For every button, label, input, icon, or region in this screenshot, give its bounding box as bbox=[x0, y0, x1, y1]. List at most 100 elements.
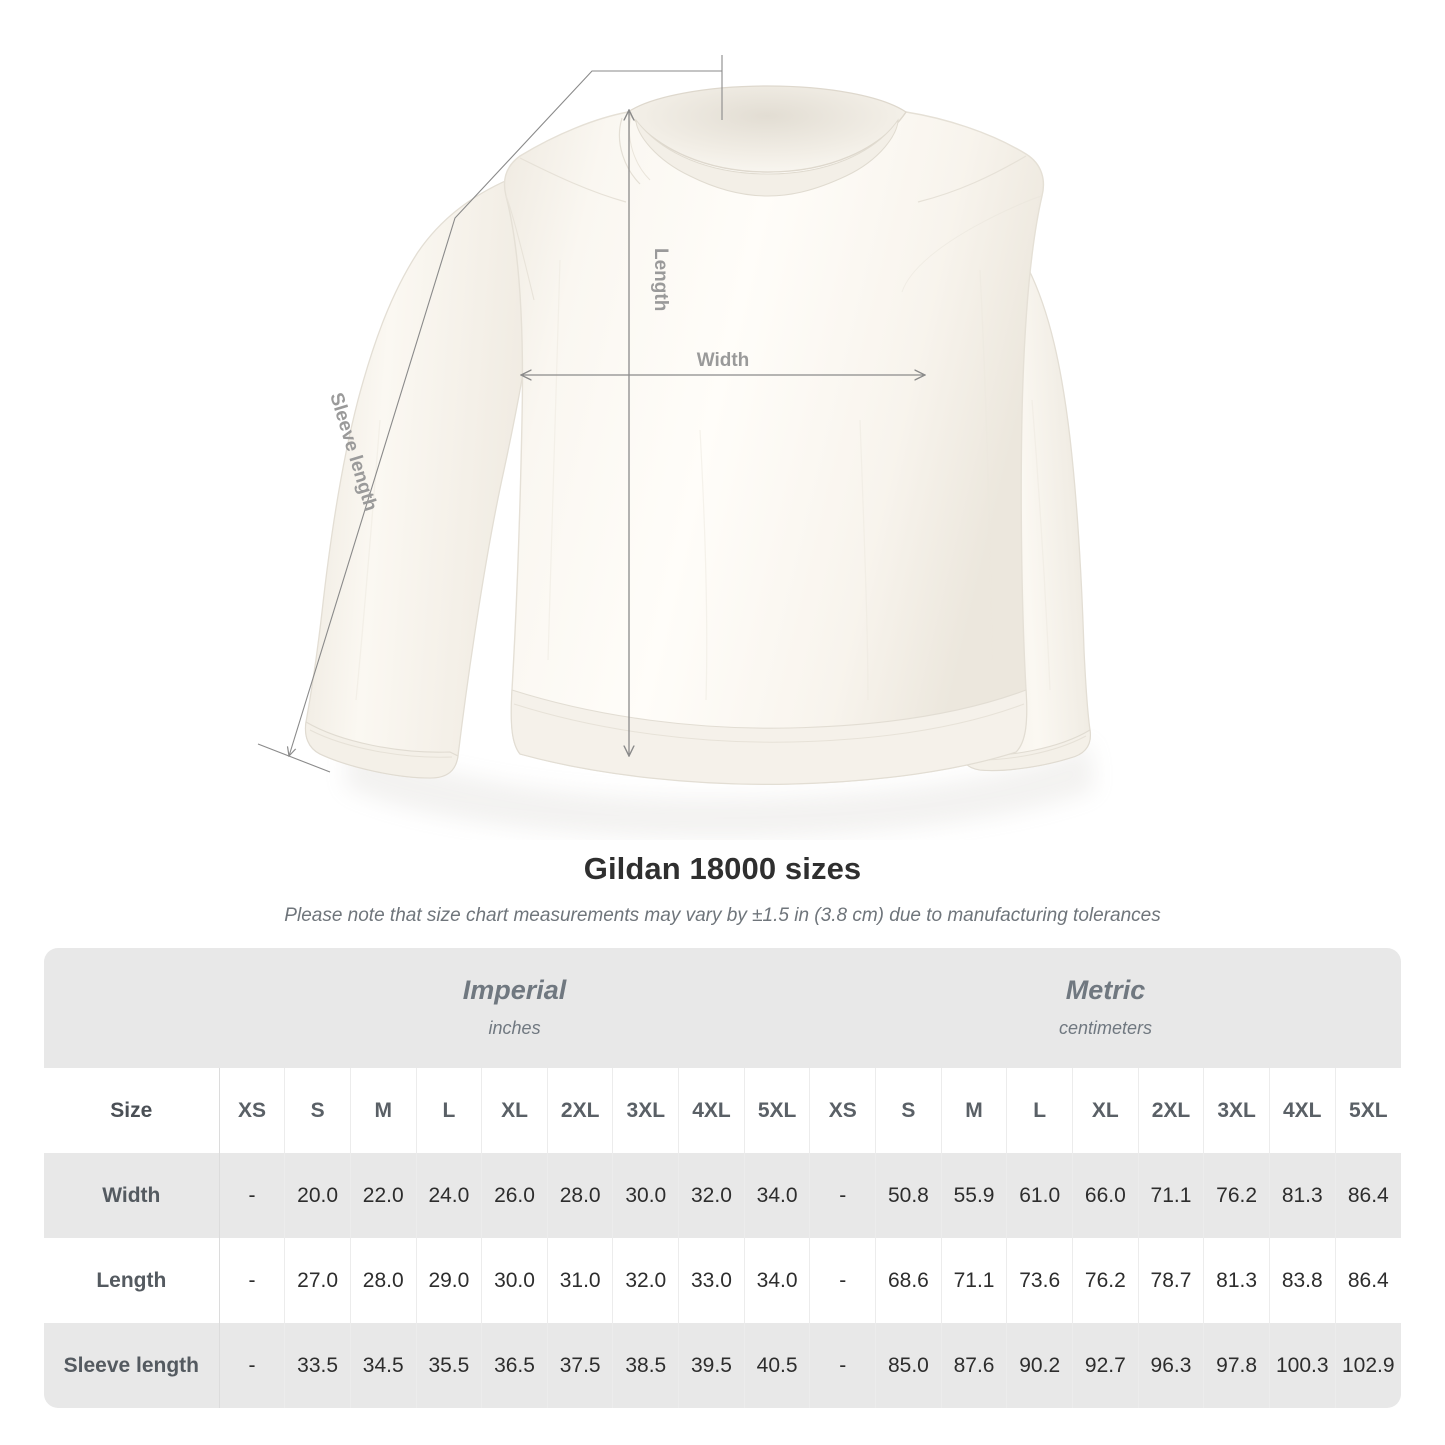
cell-width-imp-l: 24.0 bbox=[416, 1153, 483, 1238]
width-label: Width bbox=[697, 350, 750, 371]
cell-width-imp-xs: - bbox=[219, 1153, 286, 1238]
cell-sleeve-imp-l: 35.5 bbox=[416, 1323, 483, 1408]
cell-width-imp-2xl: 28.0 bbox=[547, 1153, 614, 1238]
cell-width-imp-3xl: 30.0 bbox=[612, 1153, 680, 1238]
unit-banner-row: Imperial inches Metric centimeters bbox=[44, 948, 1401, 1068]
row-label-sleeve-length: Sleeve length bbox=[44, 1323, 220, 1408]
cell-width-imp-5xl: 34.0 bbox=[744, 1153, 811, 1238]
cell-sleeve-imp-xl: 36.5 bbox=[481, 1323, 548, 1408]
cell-length-met-2xl: 78.7 bbox=[1138, 1238, 1205, 1323]
cell-width-imp-xl: 26.0 bbox=[481, 1153, 548, 1238]
cell-sleeve-met-xs: - bbox=[809, 1323, 877, 1408]
left-sleeve bbox=[304, 177, 535, 779]
cell-length-met-s: 68.6 bbox=[875, 1238, 942, 1323]
cell-width-met-xs: - bbox=[809, 1153, 877, 1238]
page-title: Gildan 18000 sizes bbox=[583, 851, 862, 886]
cell-sleeve-imp-4xl: 39.5 bbox=[678, 1323, 745, 1408]
cell-sleeve-met-s: 85.0 bbox=[875, 1323, 942, 1408]
sweatshirt-illustration: Length Width Sleeve length bbox=[257, 55, 1095, 838]
cell-length-met-3xl: 81.3 bbox=[1203, 1238, 1270, 1323]
table-row-width: Width - 20.0 22.0 24.0 26.0 28.0 30.0 32… bbox=[44, 1153, 1401, 1238]
cell-width-met-5xl: 86.4 bbox=[1335, 1153, 1401, 1238]
cell-sleeve-imp-3xl: 38.5 bbox=[612, 1323, 680, 1408]
cell-length-imp-2xl: 31.0 bbox=[547, 1238, 614, 1323]
header-cell-imp-5xl: 5XL bbox=[744, 1068, 811, 1153]
cell-width-met-4xl: 81.3 bbox=[1269, 1153, 1336, 1238]
left-cuff bbox=[304, 721, 459, 779]
unit-name-metric: Metric bbox=[1065, 975, 1146, 1005]
header-cell-imp-2xl: 2XL bbox=[547, 1068, 614, 1153]
cell-width-met-s: 50.8 bbox=[875, 1153, 942, 1238]
header-cell-met-xl: XL bbox=[1072, 1068, 1139, 1153]
row-label-width: Width bbox=[44, 1153, 220, 1238]
cell-width-met-2xl: 71.1 bbox=[1138, 1153, 1205, 1238]
header-cell-imp-3xl: 3XL bbox=[612, 1068, 680, 1153]
unit-group-metric: Metric centimeters bbox=[809, 948, 1401, 1068]
tolerance-note: Please note that size chart measurements… bbox=[284, 905, 1161, 926]
cell-sleeve-imp-xs: - bbox=[219, 1323, 286, 1408]
cell-length-imp-xs: - bbox=[219, 1238, 286, 1323]
cell-length-met-5xl: 86.4 bbox=[1335, 1238, 1401, 1323]
cell-width-met-3xl: 76.2 bbox=[1203, 1153, 1270, 1238]
cell-sleeve-imp-2xl: 37.5 bbox=[547, 1323, 614, 1408]
cell-length-imp-3xl: 32.0 bbox=[612, 1238, 680, 1323]
cell-length-met-m: 71.1 bbox=[941, 1238, 1008, 1323]
cell-sleeve-met-5xl: 102.9 bbox=[1335, 1323, 1401, 1408]
header-cell-imp-4xl: 4XL bbox=[678, 1068, 745, 1153]
cell-length-met-l: 73.6 bbox=[1006, 1238, 1074, 1323]
garment-body bbox=[503, 111, 1045, 785]
cell-length-met-4xl: 83.8 bbox=[1269, 1238, 1336, 1323]
header-cell-met-l: L bbox=[1006, 1068, 1074, 1153]
sleeve-bottom-tick bbox=[257, 743, 331, 773]
row-label-length: Length bbox=[44, 1238, 220, 1323]
cell-sleeve-met-m: 87.6 bbox=[941, 1323, 1008, 1408]
bottom-hem bbox=[510, 689, 1028, 785]
header-cell-met-3xl: 3XL bbox=[1203, 1068, 1270, 1153]
cell-sleeve-met-4xl: 100.3 bbox=[1269, 1323, 1336, 1408]
cell-sleeve-met-2xl: 96.3 bbox=[1138, 1323, 1205, 1408]
cell-length-met-xs: - bbox=[809, 1238, 877, 1323]
cell-length-met-xl: 76.2 bbox=[1072, 1238, 1139, 1323]
cell-length-imp-s: 27.0 bbox=[284, 1238, 351, 1323]
size-chart-table: Imperial inches Metric centimeters Size … bbox=[44, 948, 1401, 1408]
cell-sleeve-imp-5xl: 40.5 bbox=[744, 1323, 811, 1408]
garment-shadow bbox=[344, 740, 1095, 838]
header-cell-imp-s: S bbox=[284, 1068, 351, 1153]
table-row-sleeve-length: Sleeve length - 33.5 34.5 35.5 36.5 37.5… bbox=[44, 1323, 1401, 1408]
size-chart-table-wrap: Imperial inches Metric centimeters Size … bbox=[44, 948, 1401, 1408]
cell-width-met-m: 55.9 bbox=[941, 1153, 1008, 1238]
cell-width-imp-4xl: 32.0 bbox=[678, 1153, 745, 1238]
cell-width-met-xl: 66.0 bbox=[1072, 1153, 1139, 1238]
header-cell-met-2xl: 2XL bbox=[1138, 1068, 1205, 1153]
size-table-body: Imperial inches Metric centimeters Size … bbox=[44, 948, 1401, 1408]
sleeve-dimension-line bbox=[289, 70, 722, 756]
cell-length-imp-5xl: 34.0 bbox=[744, 1238, 811, 1323]
header-cell-met-m: M bbox=[941, 1068, 1008, 1153]
collar-rib bbox=[635, 118, 899, 197]
unit-sub-metric: centimeters bbox=[1058, 1018, 1152, 1038]
header-cell-imp-xs: XS bbox=[219, 1068, 286, 1153]
cell-sleeve-met-3xl: 97.8 bbox=[1203, 1323, 1270, 1408]
header-cell-met-4xl: 4XL bbox=[1269, 1068, 1336, 1153]
header-cell-met-xs: XS bbox=[809, 1068, 877, 1153]
cell-sleeve-imp-m: 34.5 bbox=[350, 1323, 417, 1408]
header-cell-met-5xl: 5XL bbox=[1335, 1068, 1401, 1153]
chart-title-block: Gildan 18000 sizes Please note that size… bbox=[0, 840, 1445, 929]
size-header-row: Size XS S M L XL 2XL 3XL 4XL 5XL XS S M … bbox=[44, 1068, 1401, 1153]
unit-sub-imperial: inches bbox=[488, 1018, 541, 1038]
cell-sleeve-imp-s: 33.5 bbox=[284, 1323, 351, 1408]
cell-length-imp-l: 29.0 bbox=[416, 1238, 483, 1323]
table-row-length: Length - 27.0 28.0 29.0 30.0 31.0 32.0 3… bbox=[44, 1238, 1401, 1323]
header-cell-imp-m: M bbox=[350, 1068, 417, 1153]
unit-banner-spacer bbox=[44, 948, 220, 1068]
header-cell-met-s: S bbox=[875, 1068, 942, 1153]
collar-opening bbox=[627, 85, 907, 173]
cell-sleeve-met-l: 90.2 bbox=[1006, 1323, 1074, 1408]
cell-width-met-l: 61.0 bbox=[1006, 1153, 1074, 1238]
length-label: Length bbox=[650, 248, 671, 311]
cell-width-imp-s: 20.0 bbox=[284, 1153, 351, 1238]
header-cell-imp-xl: XL bbox=[481, 1068, 548, 1153]
unit-name-imperial: Imperial bbox=[462, 975, 567, 1005]
fabric-folds bbox=[355, 259, 1051, 701]
cell-length-imp-m: 28.0 bbox=[350, 1238, 417, 1323]
